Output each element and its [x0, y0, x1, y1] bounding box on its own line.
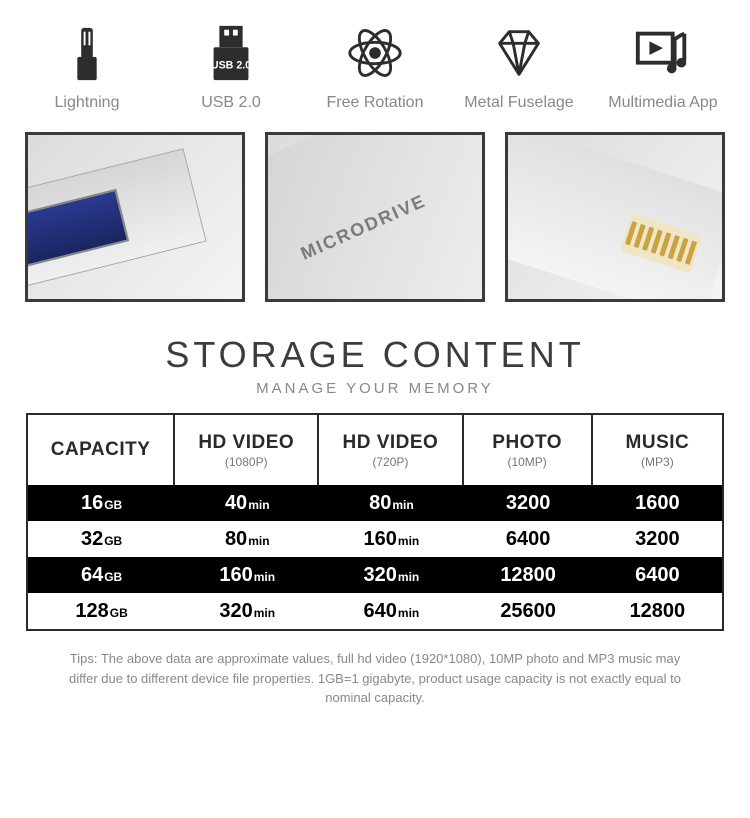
feature-metal: Metal Fuselage [454, 18, 584, 112]
cell-hd720: 640min [319, 600, 463, 623]
table-row: 128GB320min640min2560012800 [28, 593, 722, 629]
col-hd720: HD VIDEO (720P) [319, 415, 463, 485]
cell-photo: 25600 [464, 600, 593, 623]
feature-label: Free Rotation [327, 94, 424, 112]
col-music: MUSIC (MP3) [593, 415, 722, 485]
cell-hd1080: 320min [175, 600, 319, 623]
features-row: Lightning USB 2.0 USB 2.0 Free Rotation [0, 0, 750, 122]
photo-usb-connector [25, 132, 245, 302]
usb-icon: USB 2.0 [196, 18, 266, 88]
cell-photo: 12800 [464, 564, 593, 587]
cell-music: 3200 [593, 528, 722, 551]
multimedia-icon [628, 18, 698, 88]
cell-capacity: 16GB [28, 492, 175, 515]
cell-photo: 3200 [464, 492, 593, 515]
table-header-row: CAPACITY HD VIDEO (1080P) HD VIDEO (720P… [28, 415, 722, 485]
feature-lightning: Lightning [22, 18, 152, 112]
table-row: 16GB40min80min32001600 [28, 485, 722, 521]
cell-hd720: 80min [319, 492, 463, 515]
svg-text:USB 2.0: USB 2.0 [211, 59, 251, 71]
photo-brand: MICRODRIVE [265, 132, 485, 302]
feature-rotation: Free Rotation [310, 18, 440, 112]
rotation-icon [340, 18, 410, 88]
heading-block: STORAGE CONTENT MANAGE YOUR MEMORY [0, 334, 750, 397]
storage-table: CAPACITY HD VIDEO (1080P) HD VIDEO (720P… [26, 413, 724, 631]
col-hd1080: HD VIDEO (1080P) [175, 415, 319, 485]
cell-hd1080: 40min [175, 492, 319, 515]
cell-capacity: 128GB [28, 600, 175, 623]
cell-photo: 6400 [464, 528, 593, 551]
lightning-icon [52, 18, 122, 88]
cell-hd720: 160min [319, 528, 463, 551]
feature-label: USB 2.0 [201, 94, 261, 112]
feature-label: Metal Fuselage [464, 94, 573, 112]
tips-text: Tips: The above data are approximate val… [55, 649, 695, 708]
cell-hd1080: 80min [175, 528, 319, 551]
cell-hd720: 320min [319, 564, 463, 587]
feature-usb20: USB 2.0 USB 2.0 [166, 18, 296, 112]
cell-music: 6400 [593, 564, 722, 587]
cell-music: 1600 [593, 492, 722, 515]
photo-lightning-connector [505, 132, 725, 302]
feature-label: Multimedia App [608, 94, 717, 112]
feature-label: Lightning [55, 94, 120, 112]
page-subtitle: MANAGE YOUR MEMORY [0, 380, 750, 397]
cell-capacity: 32GB [28, 528, 175, 551]
table-row: 32GB80min160min64003200 [28, 521, 722, 557]
feature-multimedia: Multimedia App [598, 18, 728, 112]
cell-hd1080: 160min [175, 564, 319, 587]
page-title: STORAGE CONTENT [0, 334, 750, 376]
photo-row: MICRODRIVE [0, 122, 750, 302]
col-photo: PHOTO (10MP) [464, 415, 593, 485]
cell-capacity: 64GB [28, 564, 175, 587]
cell-music: 12800 [593, 600, 722, 623]
table-row: 64GB160min320min128006400 [28, 557, 722, 593]
diamond-icon [484, 18, 554, 88]
col-capacity: CAPACITY [28, 415, 175, 485]
